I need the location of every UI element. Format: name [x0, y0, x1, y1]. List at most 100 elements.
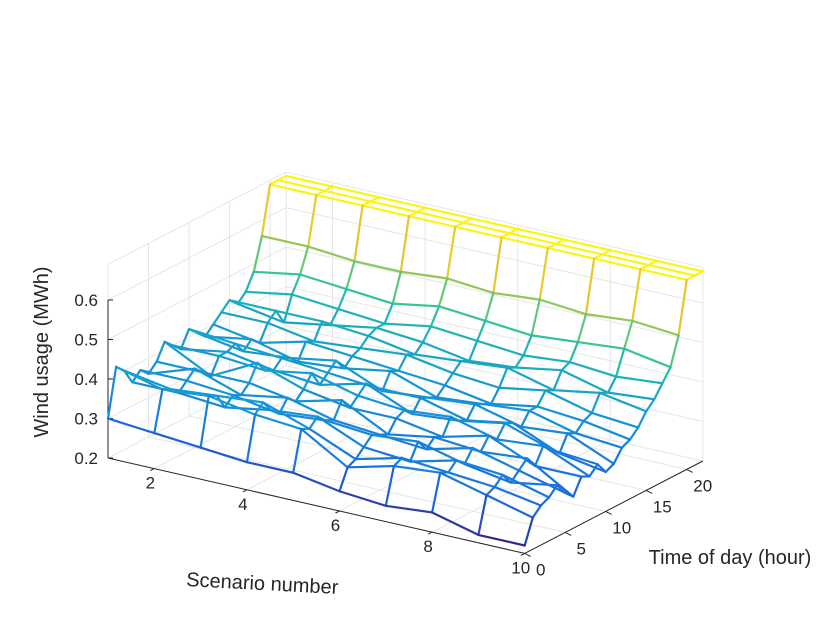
y-tick-label: 20 — [693, 476, 712, 495]
surface-edge — [262, 401, 311, 430]
x-tick-mark — [335, 510, 340, 514]
surface-edge — [171, 344, 221, 358]
surface-edge — [522, 334, 533, 357]
surface-edge — [468, 339, 479, 362]
surface-edge — [558, 432, 569, 455]
surface-edge — [242, 350, 291, 360]
surface-edge — [244, 290, 294, 296]
surface-edge — [522, 354, 571, 364]
surface-edge — [447, 471, 496, 489]
surface-edge — [614, 347, 626, 378]
surface-edge — [236, 302, 285, 324]
surface-edge — [268, 183, 318, 197]
surface-edge — [354, 445, 365, 461]
surface-edge — [479, 450, 529, 460]
surface-edge — [544, 389, 593, 414]
surface-edge — [562, 238, 612, 252]
surface-edge — [209, 354, 221, 378]
surface-edge — [647, 263, 696, 277]
surface-edge — [536, 389, 547, 408]
surface-edge — [514, 366, 563, 372]
surface-edge — [332, 419, 382, 436]
surface-edge — [601, 253, 650, 267]
surface-edge — [437, 305, 487, 322]
surface-edge — [345, 260, 356, 291]
surface-edge — [234, 342, 283, 360]
surface-edge — [155, 340, 166, 363]
z-tick-label: 0.2 — [74, 449, 98, 468]
surface-edge — [606, 391, 656, 401]
surface-edge — [568, 360, 618, 378]
surface-edge — [620, 438, 632, 449]
surface-edge — [419, 396, 468, 422]
surface-edge — [316, 415, 365, 449]
surface-edge — [508, 232, 558, 245]
grid-line — [286, 171, 704, 268]
x-tick-mark — [427, 531, 433, 535]
surface-edge — [277, 179, 326, 192]
surface-edge — [598, 391, 648, 413]
surface-edge — [266, 309, 277, 324]
surface-edge — [661, 366, 672, 385]
surface-edge — [199, 446, 248, 464]
surface-edge — [274, 309, 324, 323]
z-tick-label: 0.3 — [74, 410, 98, 429]
surface-edge — [308, 427, 357, 461]
surface-edge — [292, 471, 341, 493]
x-axis-line — [107, 457, 525, 554]
surface-edge — [321, 320, 370, 338]
surface-edge — [405, 353, 454, 375]
surface-edge — [242, 338, 253, 353]
surface-edge — [409, 440, 420, 463]
y-tick-label: 15 — [653, 497, 672, 516]
surface-edge — [533, 464, 583, 478]
surface-edge — [511, 421, 561, 455]
surface-edge — [307, 245, 356, 263]
grid-line — [107, 207, 287, 301]
surface-edge — [392, 456, 404, 468]
surface-edge — [155, 360, 204, 374]
surface-edge — [454, 225, 503, 239]
surface-edge — [413, 341, 424, 356]
surface-edge — [415, 210, 465, 224]
surface-edge — [653, 382, 664, 401]
surface-edge — [501, 473, 551, 499]
surface-edge — [572, 475, 583, 498]
surface-edge — [530, 334, 580, 344]
x-tick-label: 10 — [511, 558, 530, 577]
surface-edge — [351, 346, 362, 358]
surface-edge — [220, 299, 231, 314]
surface-edge — [411, 412, 460, 422]
surface-edge — [318, 382, 368, 386]
surface-edge — [245, 461, 295, 474]
surface-edge — [252, 234, 263, 273]
surface-edge — [485, 485, 496, 497]
surface-edge — [308, 415, 319, 430]
surface-edge — [435, 384, 446, 399]
surface-edge — [223, 406, 273, 412]
surface-edge — [574, 419, 585, 435]
surface-edge — [346, 458, 357, 469]
surface-edge — [623, 347, 672, 369]
surface-edge — [525, 457, 575, 498]
surface-edge — [530, 298, 541, 337]
surface-edge — [495, 438, 545, 448]
surface-edge — [516, 227, 566, 241]
surface-edge — [299, 273, 348, 291]
surface-edge — [220, 311, 269, 324]
surface-edge — [484, 319, 533, 337]
surface-edge — [612, 446, 624, 465]
surface-edge — [451, 372, 501, 389]
surface-edge — [500, 236, 549, 250]
surface-edge — [153, 431, 202, 449]
surface-edge — [185, 367, 196, 382]
surface-edge — [354, 456, 404, 461]
surface-edge — [447, 459, 458, 474]
grid-line — [286, 246, 704, 343]
y-tick-mark — [564, 531, 572, 536]
surface-edge — [139, 369, 188, 382]
surface-edge — [490, 386, 501, 405]
surface-edge — [463, 446, 474, 466]
surface-edge — [324, 419, 373, 437]
